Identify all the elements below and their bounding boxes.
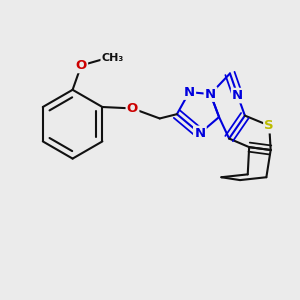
Text: N: N: [194, 127, 206, 140]
Text: O: O: [76, 59, 87, 72]
Text: N: N: [205, 88, 216, 100]
Text: N: N: [232, 89, 243, 102]
Text: S: S: [264, 119, 274, 132]
Text: CH₃: CH₃: [102, 53, 124, 63]
Text: O: O: [127, 102, 138, 115]
Text: N: N: [184, 85, 195, 99]
